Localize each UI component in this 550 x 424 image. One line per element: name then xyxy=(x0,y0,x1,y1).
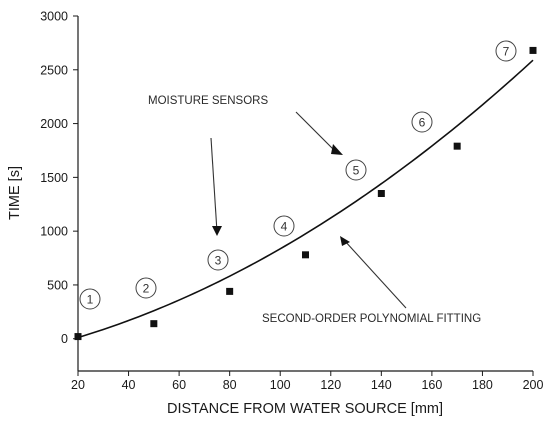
y-tick-label: 2000 xyxy=(40,117,68,131)
x-axis-title: DISTANCE FROM WATER SOURCE [mm] xyxy=(167,401,443,417)
y-ticks: 0 500 1000 1500 2000 2500 3000 xyxy=(40,10,78,346)
data-point xyxy=(529,46,537,54)
x-tick-label: 180 xyxy=(472,378,493,392)
data-point xyxy=(74,333,82,341)
sensor-markers: 1 2 3 4 5 6 7 xyxy=(79,40,517,310)
x-tick-label: 40 xyxy=(122,378,136,392)
x-tick-label: 60 xyxy=(172,378,186,392)
sensor-number: 5 xyxy=(353,163,360,177)
data-point xyxy=(226,287,234,295)
sensor-number: 6 xyxy=(419,115,426,129)
data-points xyxy=(74,46,537,341)
x-tick-label: 120 xyxy=(320,378,341,392)
fit-annotation-label: SECOND-ORDER POLYNOMIAL FITTING xyxy=(262,313,481,325)
fit-annotation: SECOND-ORDER POLYNOMIAL FITTING xyxy=(262,236,481,325)
sensor-marker: 2 xyxy=(135,277,157,299)
sensor-circle xyxy=(135,277,157,299)
y-tick-label: 1000 xyxy=(40,225,68,239)
sensor-marker: 4 xyxy=(273,215,295,237)
sensor-marker: 5 xyxy=(345,159,367,181)
sensors-arrow-down-head xyxy=(212,226,222,236)
sensor-circle xyxy=(207,249,229,271)
sensor-marker: 1 xyxy=(79,288,101,310)
sensors-annotation-label: MOISTURE SENSORS xyxy=(148,95,268,107)
data-point xyxy=(453,142,461,150)
y-tick-label: 1500 xyxy=(40,171,68,185)
sensor-marker: 6 xyxy=(411,111,433,133)
fit-curve xyxy=(77,59,534,339)
x-ticks: 20 40 60 80 100 120 140 160 180 200 xyxy=(71,371,543,392)
sensors-annotation: MOISTURE SENSORS xyxy=(148,95,343,236)
sensor-marker: 7 xyxy=(495,40,517,62)
sensors-arrow-right-head xyxy=(331,144,343,155)
y-axis-title: TIME [s] xyxy=(7,166,23,220)
x-tick-label: 20 xyxy=(71,378,85,392)
data-point xyxy=(302,251,309,259)
sensor-number: 3 xyxy=(215,253,222,267)
y-tick-label: 500 xyxy=(47,278,68,292)
sensor-circle xyxy=(345,159,367,181)
x-tick-label: 200 xyxy=(523,378,544,392)
sensor-number: 7 xyxy=(503,44,510,58)
y-tick-label: 3000 xyxy=(40,10,68,24)
sensors-arrow-down xyxy=(210,137,218,233)
sensor-circle xyxy=(79,288,101,310)
x-tick-label: 100 xyxy=(270,378,291,392)
data-point xyxy=(150,320,158,328)
plot-frame xyxy=(77,16,533,372)
data-point xyxy=(377,190,385,197)
y-tick-label: 0 xyxy=(61,332,68,346)
sensor-number: 4 xyxy=(281,219,288,233)
x-tick-label: 160 xyxy=(421,378,442,392)
sensor-circle xyxy=(273,215,295,237)
sensor-number: 2 xyxy=(143,281,150,295)
sensor-number: 1 xyxy=(87,292,94,306)
fit-arrow xyxy=(343,239,407,309)
x-tick-label: 80 xyxy=(223,378,237,392)
sensor-circle xyxy=(495,40,517,62)
y-tick-label: 2500 xyxy=(40,63,68,77)
sensor-marker: 3 xyxy=(207,249,229,271)
sensor-circle xyxy=(411,111,433,133)
fit-arrow-head xyxy=(340,236,350,246)
x-tick-label: 140 xyxy=(371,378,392,392)
sensors-arrow-right xyxy=(295,111,337,153)
